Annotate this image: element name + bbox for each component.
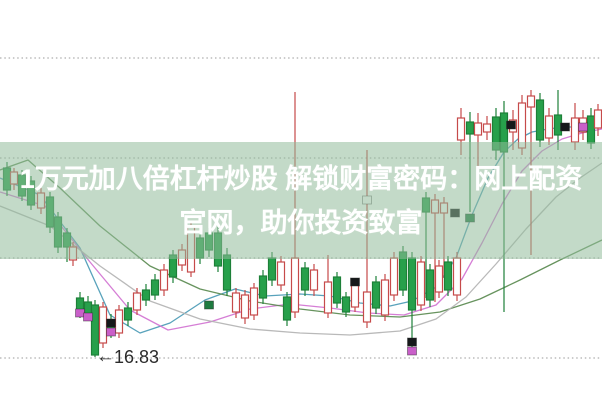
candle-body-up: [389, 257, 399, 296]
candle-body-down: [267, 257, 277, 281]
candle-body-down: [535, 99, 545, 141]
candle-body-up: [380, 279, 390, 316]
candle-body-down: [258, 275, 268, 299]
candle-body-up: [276, 261, 286, 286]
candle-body-up: [290, 257, 300, 313]
signal-marker-black: [506, 120, 516, 130]
signal-marker-magenta: [578, 122, 588, 132]
low-price-annotation: ← 16.83: [96, 346, 160, 367]
candle-body-up: [159, 269, 169, 291]
candle-body-down: [332, 276, 342, 304]
candle-body-up: [240, 294, 250, 319]
candle-body-down: [443, 261, 453, 291]
candle-body-down: [465, 121, 475, 135]
candle-body-up: [434, 265, 444, 293]
promo-banner-overlay: [0, 142, 602, 259]
candle-body-down: [222, 254, 232, 291]
left-arrow-icon: ←: [96, 346, 115, 367]
signal-marker-black: [350, 277, 360, 287]
candle-body-up: [249, 287, 259, 316]
candle-body-up: [309, 269, 319, 291]
candle-body-up: [362, 291, 372, 323]
candle-body-up: [114, 309, 124, 334]
signal-marker-black: [560, 122, 570, 132]
signal-marker-green: [204, 300, 214, 310]
candle-body-down: [300, 267, 310, 291]
candle-body-down: [150, 279, 160, 296]
low-price-value: 16.83: [114, 347, 160, 367]
candle-body-up: [416, 261, 426, 306]
signal-marker-magenta: [83, 312, 93, 322]
candle-body-down: [90, 304, 100, 356]
candle-body-up: [323, 281, 333, 314]
signal-marker-black: [106, 318, 116, 328]
ma-short-teal-line: [0, 123, 602, 334]
candle-body-down: [407, 257, 417, 311]
candle-body-down: [425, 269, 435, 301]
candle-body-up: [473, 122, 483, 136]
candle-body-down: [282, 296, 292, 321]
candle-body-up: [526, 95, 536, 108]
candle-body-down: [141, 289, 151, 301]
candle-body-down: [341, 296, 351, 313]
banner-line-1: 1万元加八倍杠杆炒股 解锁财富密码：网上配资: [19, 164, 583, 194]
candle-body-up: [593, 109, 602, 129]
signal-marker-black: [407, 337, 417, 347]
candle-body-up: [452, 257, 462, 296]
candle-body-up: [544, 115, 554, 139]
signal-marker-magenta: [106, 327, 116, 337]
candle-body-up: [98, 306, 108, 344]
candle-body-up: [132, 292, 142, 311]
banner-line-2: 官网，助你投资致富: [179, 208, 423, 238]
candle-body-up: [456, 117, 466, 141]
candle-body-down: [83, 301, 93, 315]
candle-body-up: [482, 123, 492, 133]
candle-body-down: [586, 115, 596, 144]
candle-body-down: [123, 307, 133, 321]
candle-body-up: [350, 284, 360, 308]
candle-body-up: [231, 292, 241, 313]
candle-body-up: [570, 117, 580, 143]
candle-body-down: [371, 281, 381, 309]
signal-marker-magenta: [407, 346, 417, 356]
